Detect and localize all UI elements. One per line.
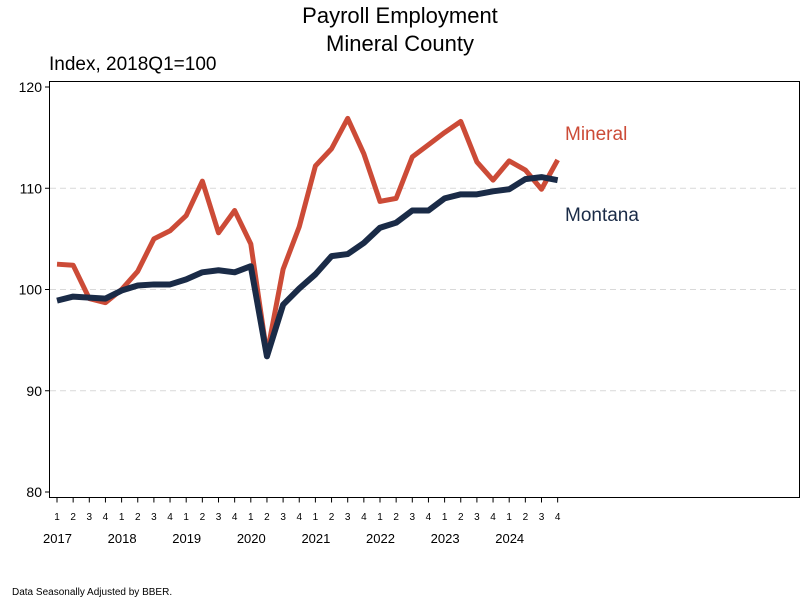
x-tick-label-quarter: 4 (490, 512, 496, 523)
x-tick-label-quarter: 2 (200, 512, 206, 523)
x-tick-label-quarter: 1 (313, 512, 319, 523)
x-tick-label-quarter: 3 (345, 512, 351, 523)
x-tick-label-quarter: 3 (539, 512, 545, 523)
x-tick-label-quarter: 2 (70, 512, 76, 523)
x-tick-label-year: 2024 (495, 531, 524, 546)
chart-title-line-1: Payroll Employment (302, 3, 498, 28)
series-label-montana: Montana (565, 205, 639, 226)
y-axis-ticks: 80 90 100 110 120 (19, 79, 50, 500)
x-tick-label-quarter: 3 (87, 512, 93, 523)
footer-note: Data Seasonally Adjusted by BBER. (12, 587, 172, 598)
x-tick-label-year: 2018 (108, 531, 137, 546)
x-tick-label-quarter: 1 (377, 512, 383, 523)
x-tick-label-quarter: 4 (296, 512, 302, 523)
x-tick-label-quarter: 3 (216, 512, 222, 523)
x-tick-label-year: 2021 (301, 531, 330, 546)
x-tick-label-year: 2023 (431, 531, 460, 546)
x-tick-label-quarter: 2 (523, 512, 529, 523)
x-tick-label-quarter: 4 (361, 512, 367, 523)
x-tick-label-quarter: 2 (329, 512, 335, 523)
x-tick-label-year: 2019 (172, 531, 201, 546)
x-tick-label-quarter: 2 (264, 512, 270, 523)
gridlines (50, 187, 799, 392)
series-line-mineral (56, 115, 560, 357)
series-line-montana (56, 174, 559, 360)
series-label-mineral: Mineral (565, 124, 627, 145)
series-lines (56, 115, 560, 360)
x-tick-label-quarter: 1 (248, 512, 254, 523)
chart-title-line-2: Mineral County (326, 31, 474, 56)
x-tick-label-year: 2017 (43, 531, 72, 546)
x-tick-label-quarter: 4 (167, 512, 173, 523)
x-tick-label-quarter: 2 (135, 512, 141, 523)
x-tick-label-quarter: 4 (103, 512, 109, 523)
y-tick-label: 100 (19, 282, 43, 298)
y-tick-label: 120 (19, 79, 43, 95)
x-tick-label-quarter: 1 (506, 512, 512, 523)
x-tick-label-quarter: 3 (410, 512, 416, 523)
chart-title: Payroll Employment Mineral County (302, 3, 498, 56)
x-tick-label-quarter: 1 (442, 512, 448, 523)
x-tick-label-quarter: 1 (119, 512, 125, 523)
y-tick-label: 110 (20, 180, 43, 196)
y-axis-label: Index, 2018Q1=100 (49, 54, 216, 75)
x-tick-label-quarter: 4 (232, 512, 238, 523)
x-tick-label-year: 2020 (237, 531, 266, 546)
x-tick-label-quarter: 2 (393, 512, 399, 523)
x-tick-label-quarter: 4 (426, 512, 432, 523)
y-tick-label: 90 (26, 383, 42, 399)
x-tick-label-quarter: 4 (555, 512, 561, 523)
y-tick-label: 80 (26, 484, 42, 500)
x-tick-label-quarter: 1 (54, 512, 60, 523)
x-tick-label-quarter: 3 (151, 512, 157, 523)
x-tick-label-quarter: 3 (280, 512, 286, 523)
x-tick-label-quarter: 1 (183, 512, 189, 523)
x-tick-label-quarter: 2 (458, 512, 464, 523)
x-tick-label-quarter: 3 (474, 512, 480, 523)
x-tick-label-year: 2022 (366, 531, 395, 546)
